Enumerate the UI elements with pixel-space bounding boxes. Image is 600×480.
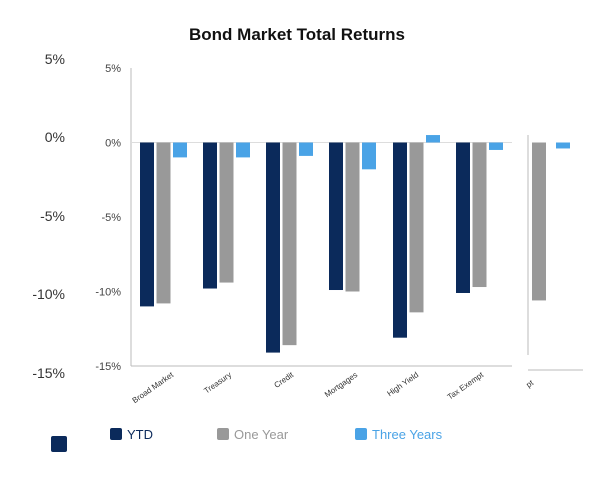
bar-three-years (489, 142, 503, 150)
legend-label: Three Years (372, 427, 443, 442)
inner-y-tick-label: 5% (105, 63, 121, 75)
bar-one-year (219, 142, 234, 283)
outer-y-tick-label: 0% (45, 129, 65, 145)
bar-ytd (456, 142, 470, 293)
category-label: High Yield (385, 370, 420, 398)
bar-ytd (393, 142, 407, 338)
legend-label: One Year (234, 427, 289, 442)
outer-y-axis: 5% 0% -5% -10% -15% (32, 51, 65, 381)
legend-swatch (217, 428, 229, 440)
category-label: Broad Market (131, 370, 176, 405)
bar-three-years (299, 142, 313, 156)
legend-swatch (355, 428, 367, 440)
bar-one-year-partial (532, 142, 546, 301)
bar-three-years-partial (556, 142, 570, 149)
bar-one-year (345, 142, 360, 292)
inner-y-tick-label: -15% (95, 361, 121, 373)
outer-y-tick-label: 5% (45, 51, 65, 67)
inner-y-tick-label: -10% (95, 287, 121, 299)
category-label: Credit (273, 370, 296, 390)
category-label-partial: pt (525, 378, 536, 390)
chart-title: Bond Market Total Returns (189, 25, 405, 44)
bars (140, 135, 583, 371)
category-label: Treasury (202, 370, 233, 395)
bar-ytd (329, 142, 343, 291)
category-label: Mortgages (323, 370, 359, 399)
bar-three-years (236, 142, 250, 158)
bar-three-years (426, 135, 440, 143)
inner-y-axis: 5% 0% -5% -10% -15% (95, 63, 512, 373)
bar-one-year (156, 142, 171, 304)
bar-ytd (203, 142, 217, 289)
bar-ytd (266, 142, 280, 353)
category-labels: Broad Market Treasury Credit Mortgages High … (131, 370, 536, 405)
bar-one-year (409, 142, 424, 313)
bar-three-years (173, 142, 187, 158)
outer-y-tick-label: -10% (32, 286, 65, 302)
legend-label: YTD (127, 427, 153, 442)
outer-y-tick-label: -5% (40, 208, 65, 224)
legend-swatch (110, 428, 122, 440)
bar-three-years (362, 142, 376, 170)
outer-y-tick-label: -15% (32, 365, 65, 381)
bar-ytd (140, 142, 154, 307)
legend: YTD One Year Three Years (51, 427, 443, 452)
legend-swatch-stray (51, 436, 67, 452)
inner-y-tick-label: 0% (105, 138, 121, 150)
category-label: Tax Exempt (446, 370, 486, 402)
bar-one-year (472, 142, 487, 288)
bar-one-year (282, 142, 297, 346)
inner-y-tick-label: -5% (101, 212, 121, 224)
